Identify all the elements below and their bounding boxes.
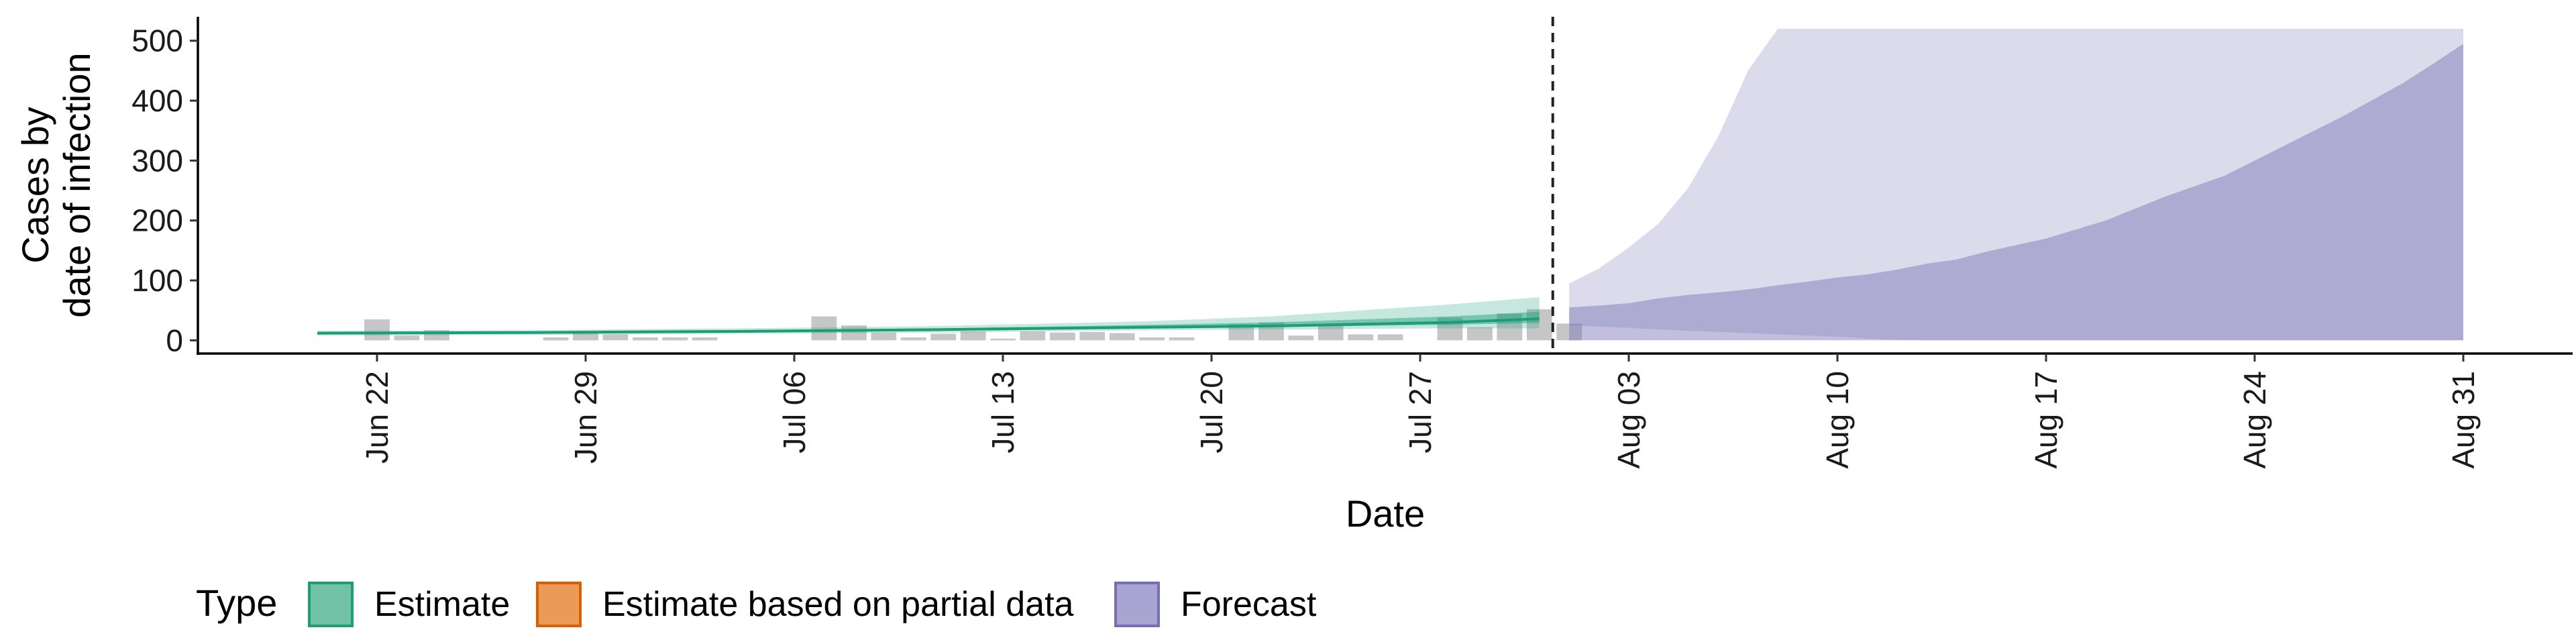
observed-case-bar xyxy=(1079,331,1106,341)
y-tick-label: 300 xyxy=(131,143,183,178)
observed-case-bar xyxy=(900,337,926,341)
y-tick-label: 0 xyxy=(166,323,183,358)
observed-case-bar xyxy=(1109,333,1135,341)
x-tick-label: Jul 13 xyxy=(985,371,1020,453)
x-tick-label: Aug 03 xyxy=(1611,371,1646,469)
legend-label: Forecast xyxy=(1181,585,1317,624)
observed-case-bar xyxy=(1497,313,1523,341)
observed-case-bar xyxy=(1467,327,1493,341)
observed-case-bar xyxy=(1526,309,1552,341)
axes: 0 100 200 300 400 500 Jun 22 Jun 29 Jul 06 Jul 13… xyxy=(14,17,2573,535)
x-axis-title: Date xyxy=(1346,492,1425,535)
forecast-outer-band xyxy=(1569,28,2463,341)
y-tick-label: 500 xyxy=(131,23,183,58)
observed-case-bar xyxy=(364,319,390,341)
legend-label: Estimate based on partial data xyxy=(602,585,1074,624)
y-axis-title: Cases bydate of infection xyxy=(14,52,98,317)
observed-case-bar xyxy=(871,332,897,341)
x-tick-label: Jun 22 xyxy=(360,371,394,464)
x-tick-label: Aug 17 xyxy=(2029,371,2063,469)
x-tick-label: Jul 27 xyxy=(1403,371,1438,453)
legend-key-swatch xyxy=(536,582,582,627)
observed-case-bar xyxy=(633,337,658,341)
observed-case-bar xyxy=(1348,334,1374,341)
plot-area xyxy=(317,17,2463,354)
legend-key-swatch xyxy=(1114,582,1160,627)
observed-case-bar xyxy=(1050,332,1075,341)
observed-case-bar xyxy=(1377,334,1403,341)
observed-case-bar xyxy=(1288,335,1314,341)
observed-case-bar xyxy=(602,334,629,341)
observed-case-bar xyxy=(692,337,718,341)
y-tick-label: 400 xyxy=(131,83,183,118)
legend-label: Estimate xyxy=(374,585,510,624)
legend-title: Type xyxy=(196,582,277,624)
x-tick-label: Jul 20 xyxy=(1194,371,1229,453)
observed-case-bar xyxy=(1318,325,1344,341)
y-axis-title-line: Cases by xyxy=(14,107,56,263)
observed-case-bar xyxy=(662,337,688,341)
y-axis-title-line: date of infection xyxy=(56,52,98,317)
x-tick-label: Jun 29 xyxy=(568,371,603,464)
observed-case-bar xyxy=(930,333,957,341)
legend: Type Estimate Estimate based on partial da… xyxy=(196,582,1317,627)
x-tick-label: Aug 24 xyxy=(2237,371,2272,469)
observed-case-bar xyxy=(1020,331,1046,341)
x-tick-label: Aug 10 xyxy=(1820,371,1855,469)
estimate-median-line xyxy=(317,317,1540,335)
y-tick-label: 100 xyxy=(131,263,183,298)
observed-case-bar xyxy=(1169,337,1195,341)
observed-case-bar xyxy=(990,338,1016,341)
observed-case-bar xyxy=(1556,323,1582,341)
observed-case-bar xyxy=(1139,337,1165,341)
observed-case-bar xyxy=(960,331,986,341)
legend-key-swatch xyxy=(308,582,354,627)
observed-case-bar xyxy=(543,337,569,341)
observed-case-bar xyxy=(394,335,420,341)
observed-case-bar xyxy=(811,316,837,341)
forecast-inner-band xyxy=(1569,44,2463,341)
y-tick-label: 200 xyxy=(131,203,183,238)
x-tick-label: Aug 31 xyxy=(2446,371,2481,469)
observed-case-bar xyxy=(573,331,598,341)
x-tick-label: Jul 06 xyxy=(777,371,812,453)
